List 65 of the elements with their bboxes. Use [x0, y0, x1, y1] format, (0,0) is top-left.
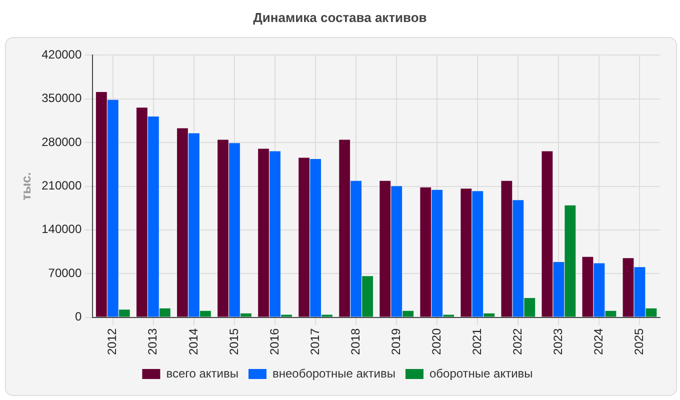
legend-label: всего активы	[166, 366, 238, 380]
x-tick-label: 2019	[388, 328, 403, 356]
y-tick-label: 420000	[42, 48, 82, 62]
x-tick-label: 2013	[146, 328, 160, 356]
bar	[96, 92, 107, 317]
bar	[218, 140, 228, 317]
bar	[622, 258, 634, 317]
x-tick-label: 2016	[267, 328, 282, 356]
bar	[380, 180, 391, 317]
bar	[472, 191, 484, 317]
bar	[159, 308, 170, 317]
x-tick-label: 2021	[470, 328, 484, 356]
bar	[634, 267, 646, 317]
x-tick-label: 2018	[348, 328, 362, 356]
bar	[148, 116, 159, 317]
x-tick-label: 2025	[632, 328, 646, 356]
bar	[258, 148, 269, 317]
bar	[420, 187, 432, 317]
bar	[200, 310, 211, 317]
x-tick-label: 2023	[551, 328, 565, 356]
bar	[564, 205, 576, 317]
y-tick-label: 280000	[42, 134, 82, 149]
legend-label: оборотные активы	[429, 366, 533, 380]
bar	[582, 256, 594, 317]
y-tick-label: 70000	[48, 266, 82, 280]
x-tick-label: 2015	[226, 328, 241, 356]
x-tick-label: 2017	[308, 328, 322, 356]
y-tick-label: 140000	[42, 222, 82, 236]
bar	[460, 188, 472, 317]
bar	[107, 100, 118, 317]
bar	[605, 310, 616, 317]
bar	[362, 276, 373, 317]
bar	[391, 186, 402, 317]
x-tick-label: 2014	[186, 328, 200, 356]
y-tick-label: 210000	[42, 178, 82, 193]
bar	[512, 200, 524, 317]
chart-title: Динамика состава активов	[252, 10, 428, 25]
bar	[270, 151, 280, 317]
x-tick-label: 2022	[510, 328, 524, 356]
bar	[339, 140, 350, 317]
bar	[432, 190, 443, 317]
x-tick-label: 2012	[105, 328, 120, 356]
bar	[188, 133, 200, 317]
y-axis-title: тыс.	[18, 172, 34, 200]
bar	[136, 108, 148, 317]
bar	[118, 310, 130, 317]
bar	[524, 298, 536, 317]
bar	[594, 263, 605, 317]
bar	[402, 310, 414, 317]
y-tick-label: 350000	[42, 91, 82, 106]
bar	[553, 262, 564, 317]
bar	[240, 313, 252, 317]
bar	[298, 158, 310, 317]
bar	[646, 308, 657, 317]
legend-label: внеоборотные активы	[272, 366, 396, 380]
bar	[310, 159, 321, 317]
y-tick-label: 0	[74, 310, 82, 324]
bar	[229, 143, 240, 317]
bar	[542, 151, 553, 317]
x-tick-label: 2020	[429, 328, 444, 356]
bar	[177, 128, 188, 317]
bar	[484, 313, 495, 317]
bar	[501, 180, 512, 317]
bar	[350, 180, 362, 317]
x-tick-label: 2024	[592, 328, 606, 356]
